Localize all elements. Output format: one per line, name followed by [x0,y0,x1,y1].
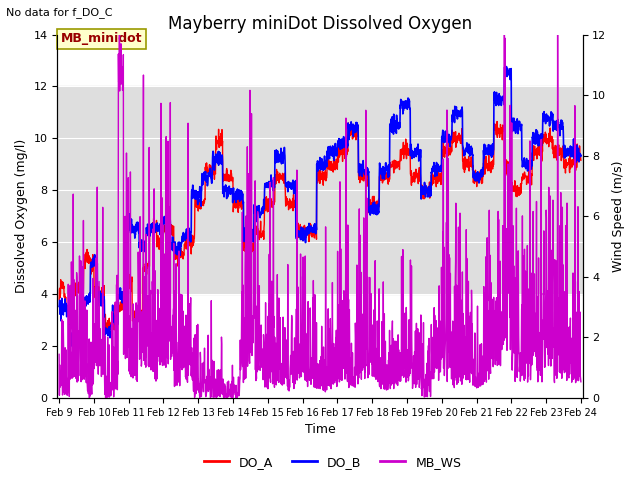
Title: Mayberry miniDot Dissolved Oxygen: Mayberry miniDot Dissolved Oxygen [168,15,472,33]
Y-axis label: Dissolved Oxygen (mg/l): Dissolved Oxygen (mg/l) [15,139,28,293]
Text: MB_minidot: MB_minidot [61,32,142,45]
Text: No data for f_DO_C: No data for f_DO_C [6,7,113,18]
X-axis label: Time: Time [305,423,335,436]
Bar [58,86,582,294]
Legend: DO_A, DO_B, MB_WS: DO_A, DO_B, MB_WS [199,451,467,474]
Y-axis label: Wind Speed (m/s): Wind Speed (m/s) [612,160,625,272]
